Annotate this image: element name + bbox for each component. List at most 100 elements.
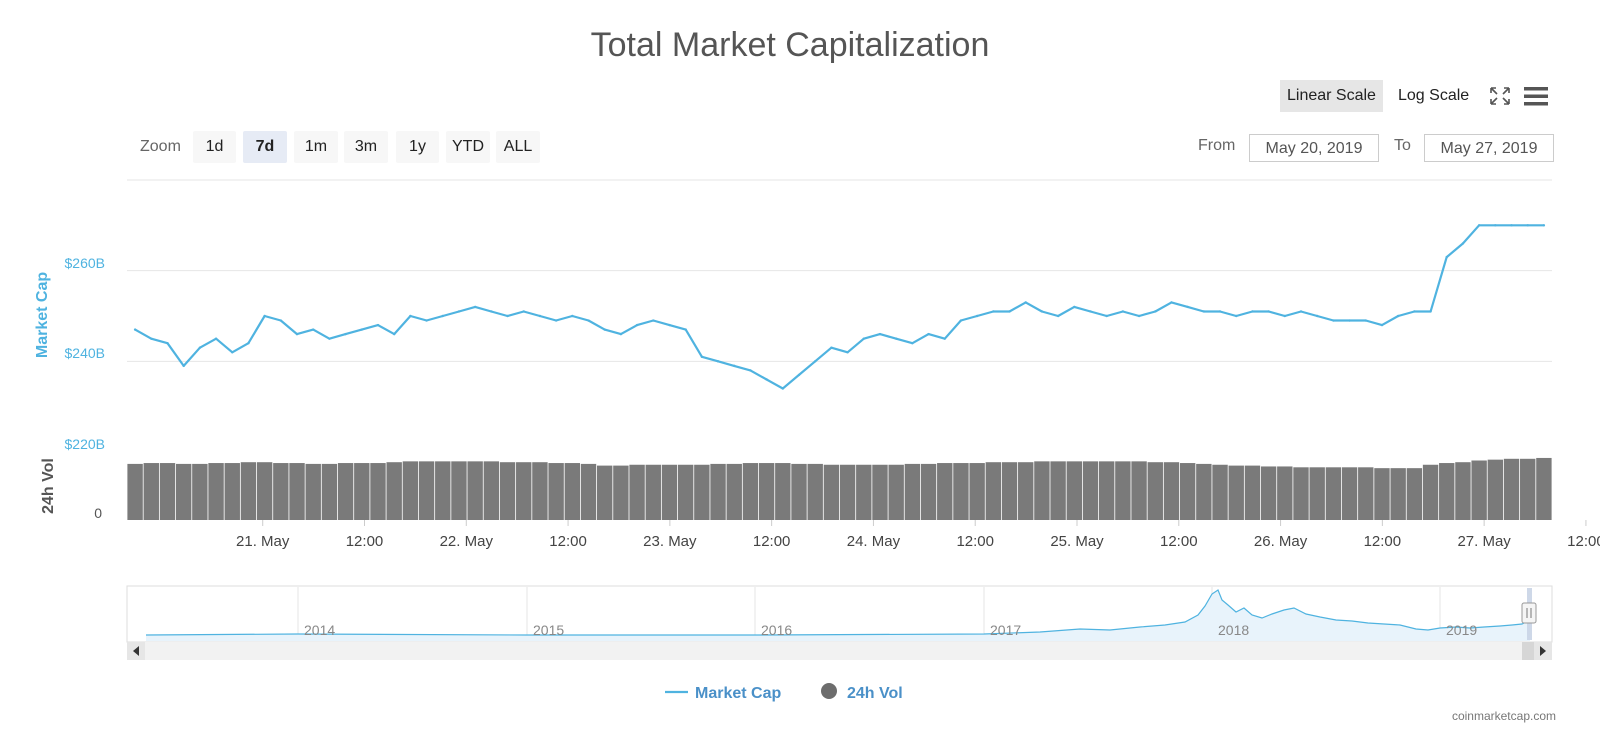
x-tick-label: 12:00 [753, 533, 791, 550]
volume-bar [1455, 462, 1471, 520]
legend-volume-marker[interactable] [821, 683, 837, 699]
volume-bar [742, 463, 759, 520]
volume-bar [418, 461, 435, 520]
to-date-input[interactable]: May 27, 2019 [1424, 134, 1554, 162]
market-cap-point [571, 314, 574, 318]
volume-bar [1341, 467, 1358, 520]
from-date-input[interactable]: May 20, 2019 [1249, 134, 1379, 162]
volume-bar [159, 463, 176, 520]
market-cap-point [635, 323, 639, 327]
market-cap-point [765, 378, 768, 381]
volume-bar [1098, 461, 1115, 520]
market-cap-point [781, 387, 785, 390]
volume-bar [613, 465, 629, 520]
navigator-tick-label: 2015 [533, 622, 564, 638]
zoom-1m-button[interactable]: 1m [294, 131, 338, 163]
volume-bar [1260, 466, 1277, 520]
x-tick-label: 12:00 [1364, 533, 1402, 550]
log-scale-button[interactable]: Log Scale [1398, 87, 1470, 104]
volume-bar [451, 461, 467, 520]
market-cap-point [684, 328, 687, 331]
volume-bar [1309, 467, 1325, 520]
market-cap-point [878, 332, 882, 336]
market-cap-point [1267, 310, 1270, 313]
scrollbar-thumb[interactable] [1522, 642, 1534, 660]
fullscreen-icon[interactable] [1488, 85, 1512, 107]
volume-bar [516, 462, 532, 520]
market-cap-point [1283, 314, 1287, 318]
volume-bar [677, 464, 694, 520]
volume-bar [823, 464, 840, 520]
volume-bar [872, 464, 888, 520]
market-cap-point [1413, 310, 1416, 313]
market-cap-point [1542, 224, 1546, 227]
y-tick-label: $220B [65, 436, 105, 452]
legend-volume-label[interactable]: 24h Vol [847, 685, 903, 702]
credit-link[interactable]: coinmarketcap.com [1451, 709, 1556, 723]
scroll-right-arrow-icon [1540, 646, 1546, 656]
market-cap-point [538, 314, 542, 318]
zoom-1y-button[interactable]: 1y [396, 131, 439, 163]
volume-bar [1212, 464, 1228, 520]
x-tick-label: 12:00 [1160, 533, 1198, 550]
zoom-all-button[interactable]: ALL [496, 131, 540, 163]
market-cap-point [473, 305, 477, 309]
market-cap-point [247, 342, 250, 345]
zoom-ytd-button[interactable]: YTD [446, 131, 490, 163]
hamburger-menu-icon[interactable] [1522, 84, 1550, 108]
market-cap-point [279, 319, 283, 322]
navigator-tick-label: 2018 [1218, 622, 1249, 638]
market-cap-point [1332, 319, 1335, 322]
market-cap-point [522, 310, 525, 313]
market-cap-point [1510, 224, 1513, 227]
volume-bar [953, 463, 969, 520]
market-cap-point [1461, 242, 1465, 245]
volume-bar [1228, 465, 1244, 520]
volume-bar [1131, 461, 1147, 520]
volume-bar [791, 463, 807, 520]
market-cap-point [166, 342, 169, 345]
volume-tick-label: 0 [94, 505, 102, 521]
legend-market-cap-label[interactable]: Market Cap [695, 685, 781, 702]
navigator-handle[interactable] [1521, 602, 1537, 624]
market-cap-point [1056, 314, 1060, 318]
market-cap-point [797, 373, 801, 377]
market-cap-point [1137, 314, 1141, 318]
linear-scale-button[interactable]: Linear Scale [1280, 80, 1383, 112]
volume-bar [256, 462, 273, 520]
volume-bar [758, 463, 775, 520]
market-cap-point [214, 337, 218, 340]
x-tick-label: 27. May [1457, 533, 1511, 550]
volume-bar [386, 462, 402, 520]
volume-bar [1325, 467, 1342, 520]
zoom-3m-button[interactable]: 3m [344, 131, 388, 163]
market-cap-point [1348, 319, 1351, 322]
navigator-line [145, 589, 1531, 636]
market-cap-point [1218, 310, 1222, 313]
market-cap-point [1251, 310, 1254, 313]
market-cap-point [603, 328, 606, 331]
volume-bar [1147, 462, 1163, 520]
market-cap-point [295, 332, 299, 336]
market-cap-point [1429, 310, 1432, 313]
market-cap-point [360, 328, 364, 331]
market-cap-point [749, 369, 752, 372]
volume-bar [483, 461, 500, 520]
volume-bar [904, 463, 921, 520]
zoom-1d-button[interactable]: 1d [193, 131, 236, 163]
navigator-tick-label: 2017 [990, 622, 1021, 638]
volume-bar [1487, 459, 1504, 520]
market-cap-point [911, 342, 914, 345]
volume-bar [1163, 462, 1180, 520]
volume-bar [273, 463, 289, 520]
market-cap-point [733, 364, 736, 368]
scrollbar-track[interactable] [127, 642, 1552, 660]
market-cap-point [554, 319, 558, 322]
market-cap-point [1364, 319, 1367, 322]
volume-bar [629, 464, 645, 520]
zoom-7d-button[interactable]: 7d [243, 131, 287, 163]
volume-bar [1277, 466, 1293, 520]
volume-bar [985, 462, 1002, 520]
market-cap-point [894, 337, 898, 340]
volume-bar [1390, 468, 1406, 520]
